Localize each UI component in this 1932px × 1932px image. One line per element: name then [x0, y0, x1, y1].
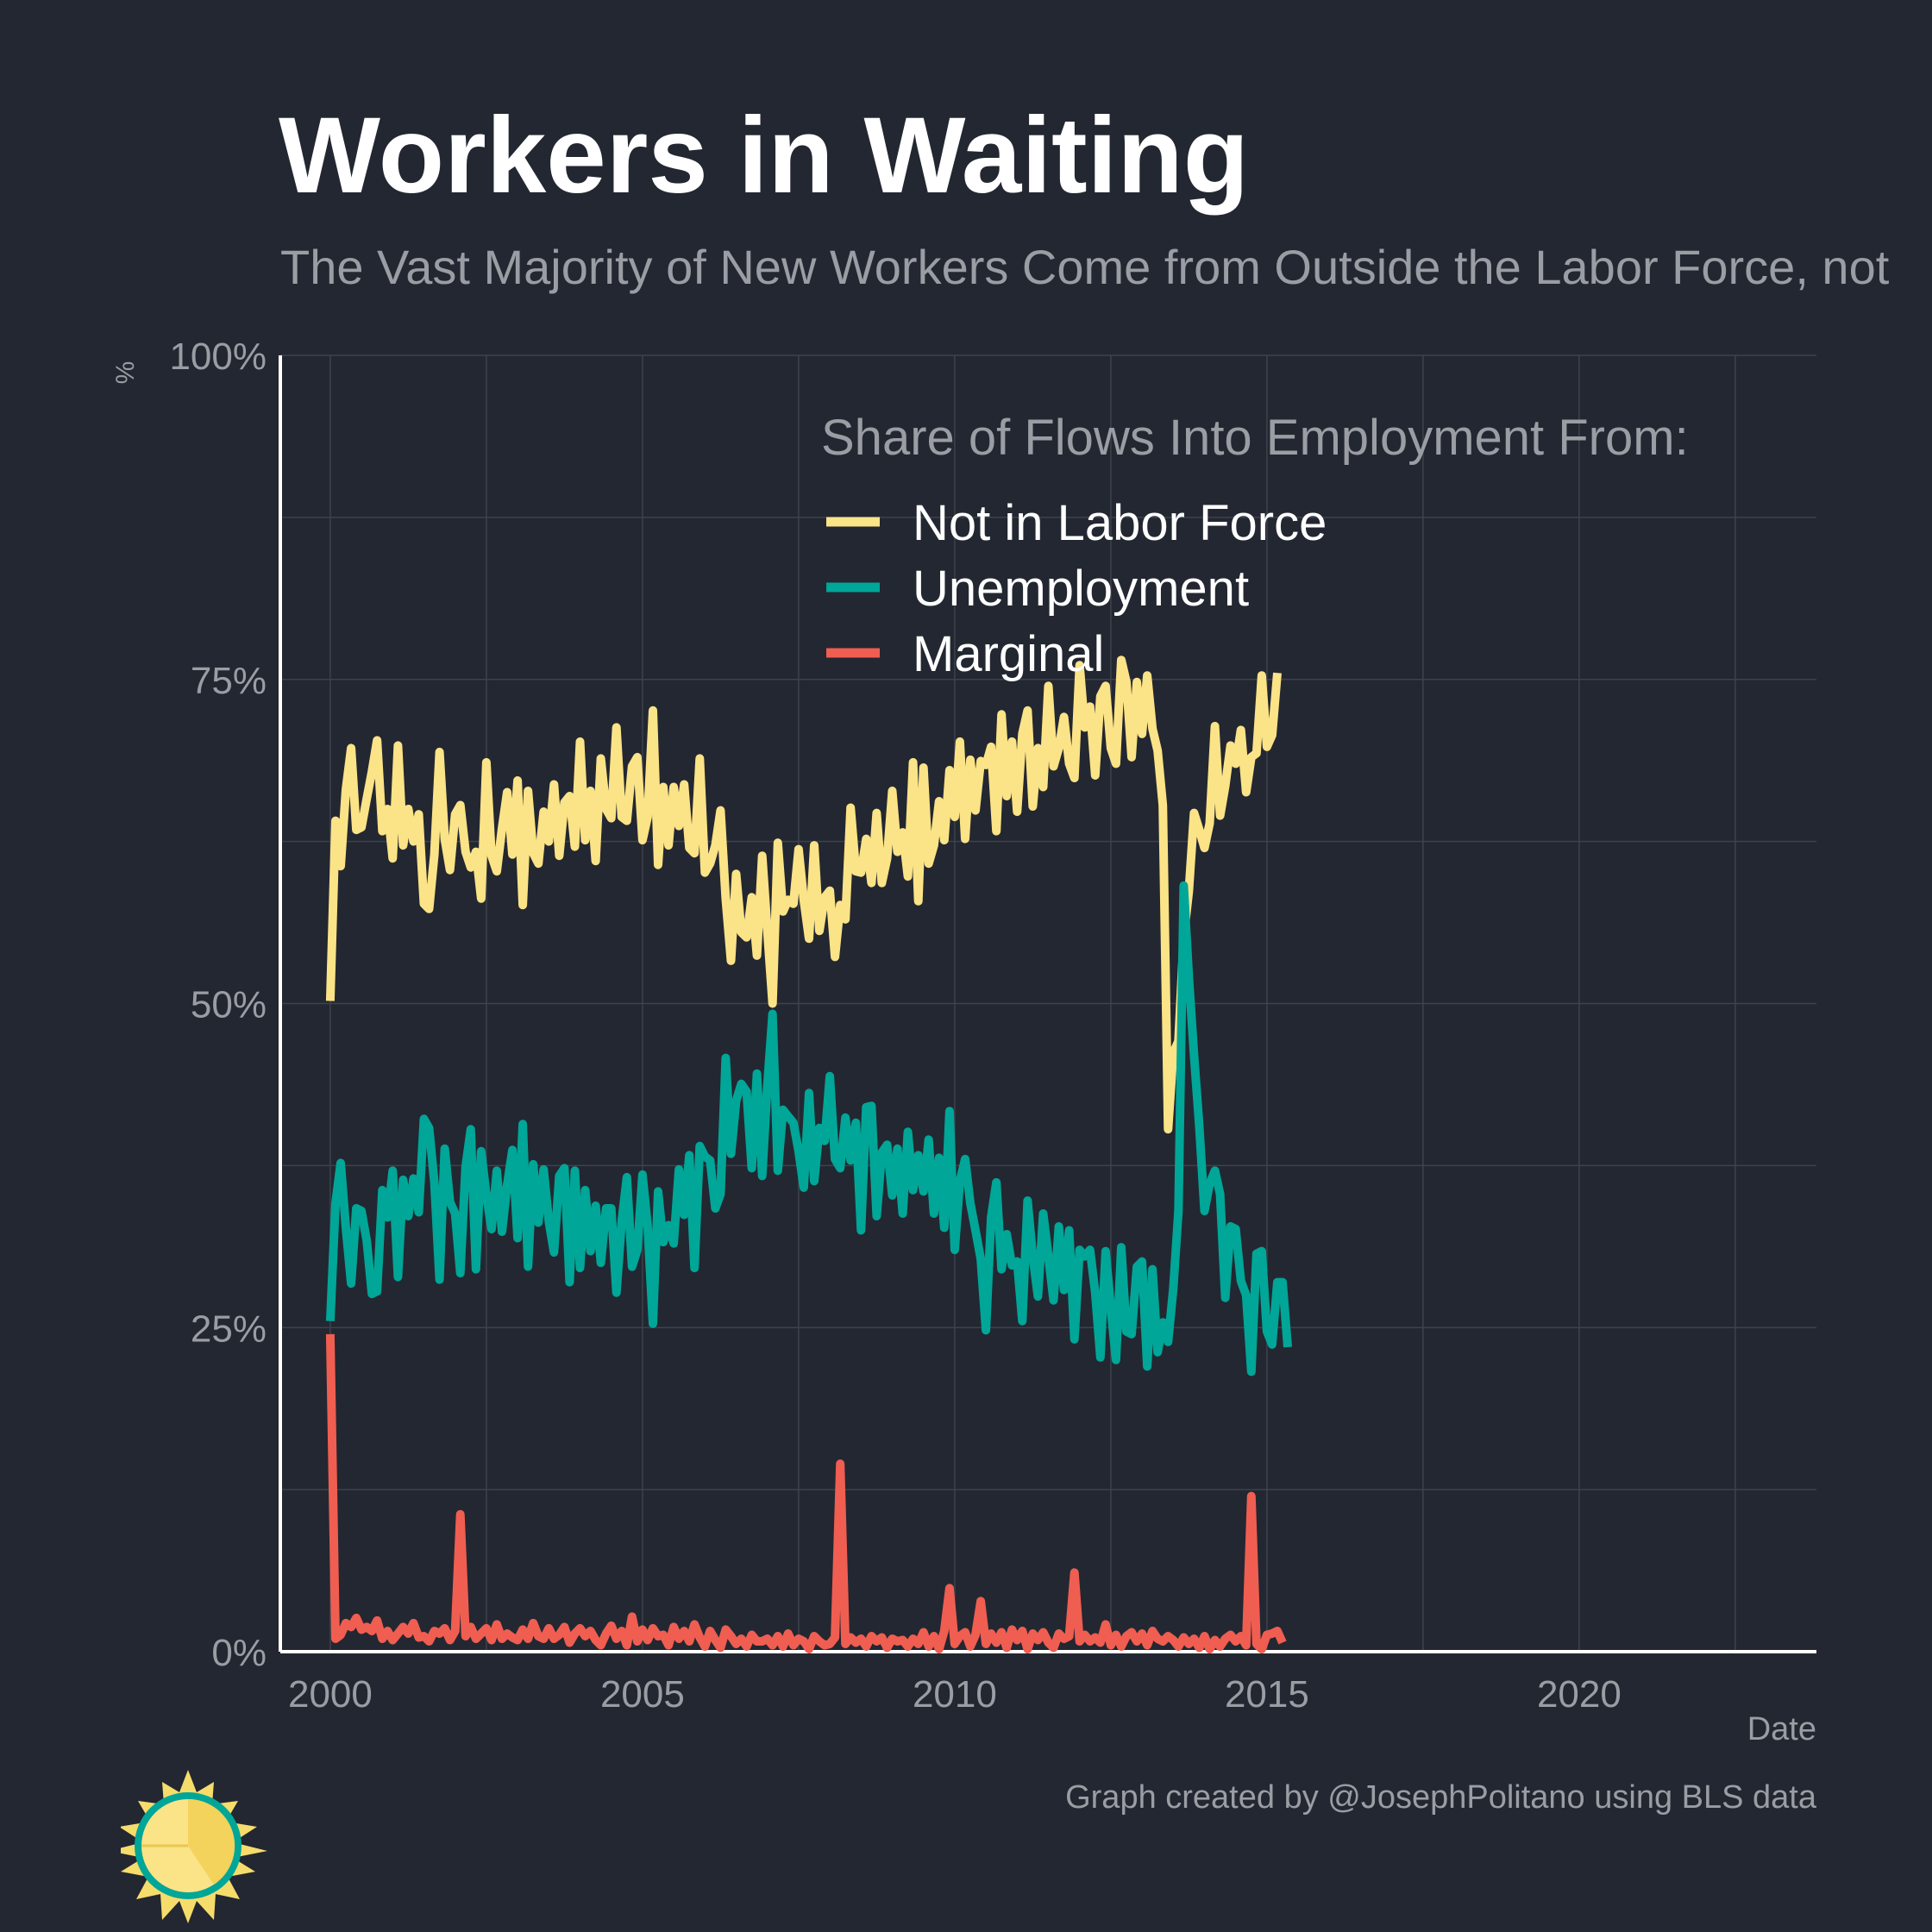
y-tick-label: 50% [191, 984, 267, 1026]
legend-title: Share of Flows Into Employment From: [821, 410, 1689, 466]
source-caption: Graph created by @JosephPolitano using B… [1065, 1779, 1816, 1816]
y-tick-label: 0% [211, 1632, 267, 1674]
series-line-unemployment [325, 881, 1292, 1377]
legend: Share of Flows Into Employment From: Not … [821, 410, 1689, 682]
chart-subtitle: The Vast Majority of New Workers Come fr… [280, 240, 1890, 294]
y-tick-label: 100% [169, 336, 267, 378]
x-tick-label: 2000 [288, 1673, 373, 1716]
y-axis-title: % [111, 361, 140, 385]
x-tick-label: 2010 [913, 1673, 997, 1716]
grid [280, 354, 1816, 1652]
series-lines [325, 656, 1292, 1653]
series-line-not-in-labor-force [325, 656, 1282, 1134]
series-line-marginal [325, 1333, 1287, 1653]
axes: 0% 25% 50% 75% 100% 2000 2005 2010 2015 2020 Date% [111, 336, 1816, 1747]
y-tick-label: 75% [191, 660, 267, 702]
x-tick-label: 2020 [1537, 1673, 1622, 1716]
y-tick-label: 25% [191, 1308, 267, 1350]
sun-logo-icon [121, 1770, 267, 1923]
legend-item-label: Unemployment [913, 561, 1249, 617]
legend-item-label: Marginal [913, 626, 1104, 682]
legend-item-label: Not in Labor Force [913, 495, 1327, 551]
chart-title: Workers in Waiting [279, 96, 1250, 216]
x-tick-label: 2015 [1225, 1673, 1309, 1716]
x-tick-label: 2005 [600, 1673, 685, 1716]
x-axis-title: Date [1747, 1711, 1816, 1747]
